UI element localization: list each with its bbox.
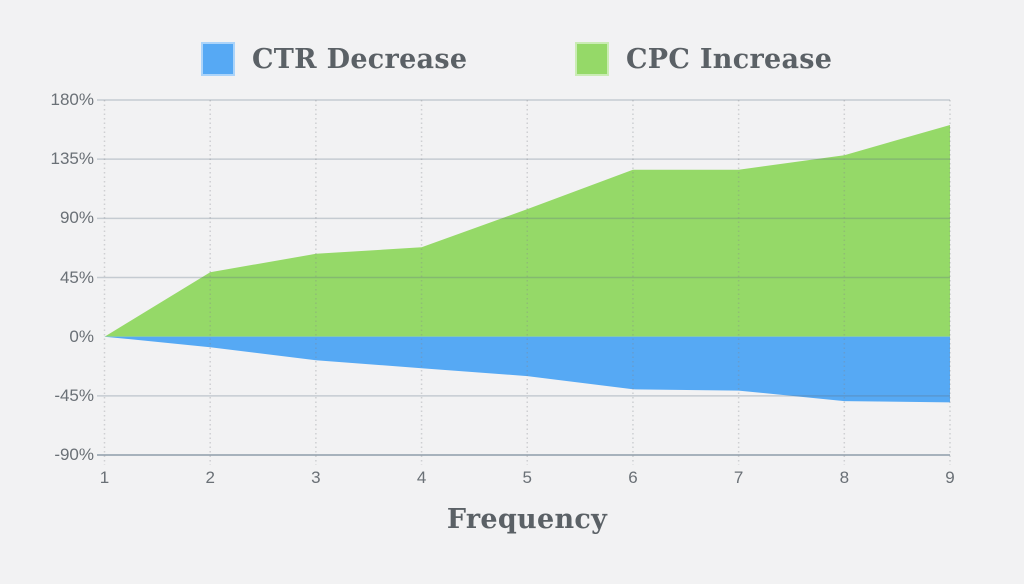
x-tick-label: 6 [628,468,638,487]
legend-swatch-ctr-decrease [201,42,235,76]
x-tick-label: 9 [945,468,955,487]
legend-swatch-cpc-increase [575,42,609,76]
x-tick-label: 3 [311,468,321,487]
x-tick-label: 2 [205,468,215,487]
y-tick-label: 90% [59,208,94,228]
x-axis-title: Frequency [446,504,608,535]
y-tick-label: 180% [50,90,94,109]
y-tick-label: 0% [69,326,94,346]
legend-label-cpc-increase: CPC Increase [626,43,833,75]
y-tick-label: 135% [50,149,94,169]
x-tick-label: 8 [839,468,850,487]
legend-label-ctr-decrease: CTR Decrease [252,43,468,75]
legend-item-ctr-decrease[interactable]: CTR Decrease [201,42,467,76]
y-tick-label: -90% [54,445,94,464]
x-tick-label: 5 [522,468,532,487]
x-tick-label: 1 [99,468,110,487]
x-tick-label: 7 [733,468,744,487]
legend-item-cpc-increase[interactable]: CPC Increase [575,42,832,76]
x-tick-label: 4 [416,468,427,487]
y-tick-label: -45% [54,385,94,405]
y-tick-label: 45% [59,267,94,287]
